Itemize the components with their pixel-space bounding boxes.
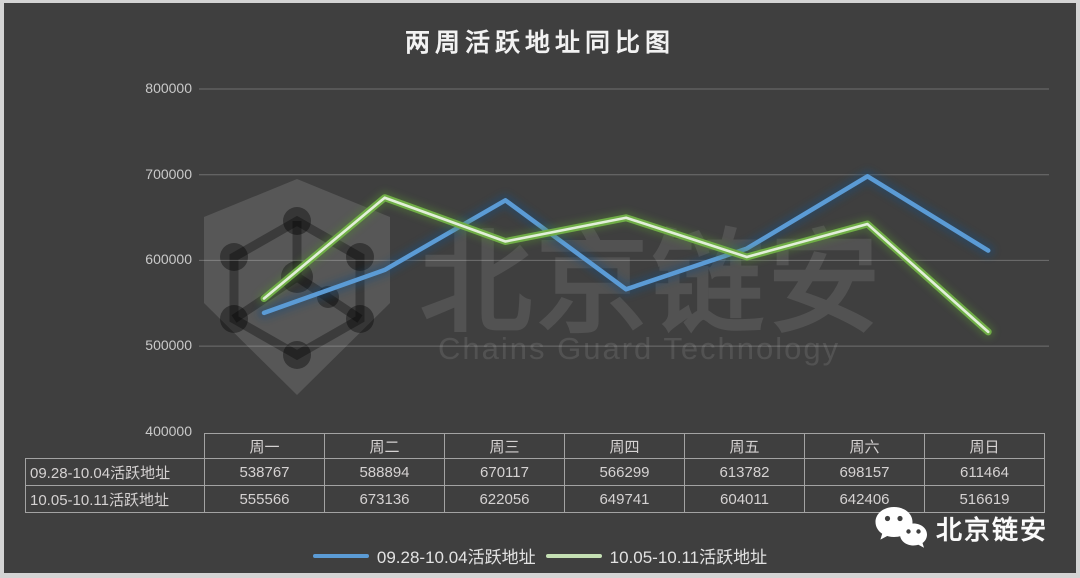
table-row-label: 10.05-10.11活跃地址 — [25, 485, 205, 513]
table-value-cell: 642406 — [804, 485, 925, 513]
watermark-en-text: Chains Guard Technology — [438, 331, 841, 366]
chart-panel: 两周活跃地址同比图 北京链安 Chains Guard Technology 4 — [4, 3, 1076, 573]
table-value-cell: 516619 — [924, 485, 1045, 513]
legend-item: 09.28-10.04活跃地址 — [312, 543, 536, 568]
table-header-cell: 周一 — [204, 433, 325, 459]
y-tick-label: 800000 — [145, 80, 192, 96]
table-value-cell: 673136 — [324, 485, 445, 513]
table-value-cell: 555566 — [204, 485, 325, 513]
table-header-cell: 周日 — [924, 433, 1045, 459]
table-header-row: 周一 周二 周三 周四 周五 周六 周日 — [26, 433, 1045, 459]
table-value-cell: 613782 — [684, 458, 805, 486]
table-value-cell: 538767 — [204, 458, 325, 486]
brand-footer: 北京链安 — [874, 506, 1048, 551]
chart-title: 两周活跃地址同比图 — [404, 28, 675, 57]
table-value-cell: 604011 — [684, 485, 805, 513]
y-tick-label: 600000 — [145, 251, 192, 268]
legend-swatch — [545, 553, 602, 558]
shield-network-icon — [204, 179, 390, 395]
wechat-icon — [875, 507, 927, 548]
table-header-cell: 周四 — [564, 433, 685, 459]
table-value-cell: 698157 — [804, 458, 925, 486]
y-tick-label: 700000 — [145, 165, 192, 182]
table-row: 10.05-10.11活跃地址 555566 673136 622056 649741 6… — [25, 485, 1045, 513]
table-header-cell: 周五 — [684, 433, 805, 459]
legend-label: 10.05-10.11活跃地址 — [609, 548, 768, 567]
chart-legend: 09.28-10.04活跃地址 10.05-10.11活跃地址 — [4, 543, 1076, 568]
table-value-cell: 649741 — [564, 485, 685, 513]
y-tick-label: 400000 — [145, 422, 192, 439]
y-tick-label: 500000 — [145, 337, 192, 354]
table-header-cell: 周六 — [804, 433, 925, 459]
legend-label: 09.28-10.04活跃地址 — [376, 548, 536, 567]
brand-label: 北京链安 — [935, 515, 1048, 545]
table-row-label: 09.28-10.04活跃地址 — [25, 458, 205, 486]
table-value-cell: 611464 — [924, 458, 1045, 486]
table-value-cell: 670117 — [444, 458, 565, 486]
legend-item: 10.05-10.11活跃地址 — [545, 543, 768, 568]
table-corner-cell — [26, 434, 205, 459]
table-value-cell: 566299 — [564, 458, 685, 486]
table-header-cell: 周二 — [324, 433, 445, 459]
table-value-cell: 622056 — [444, 485, 565, 513]
table-header-cell: 周三 — [444, 433, 565, 459]
data-table: 周一 周二 周三 周四 周五 周六 周日 09.28-10.04活跃地址 538767 58889… — [25, 433, 1045, 513]
table-row: 09.28-10.04活跃地址 538767 588894 670117 566299 6… — [25, 458, 1045, 486]
legend-swatch — [312, 553, 369, 558]
table-value-cell: 588894 — [324, 458, 445, 486]
